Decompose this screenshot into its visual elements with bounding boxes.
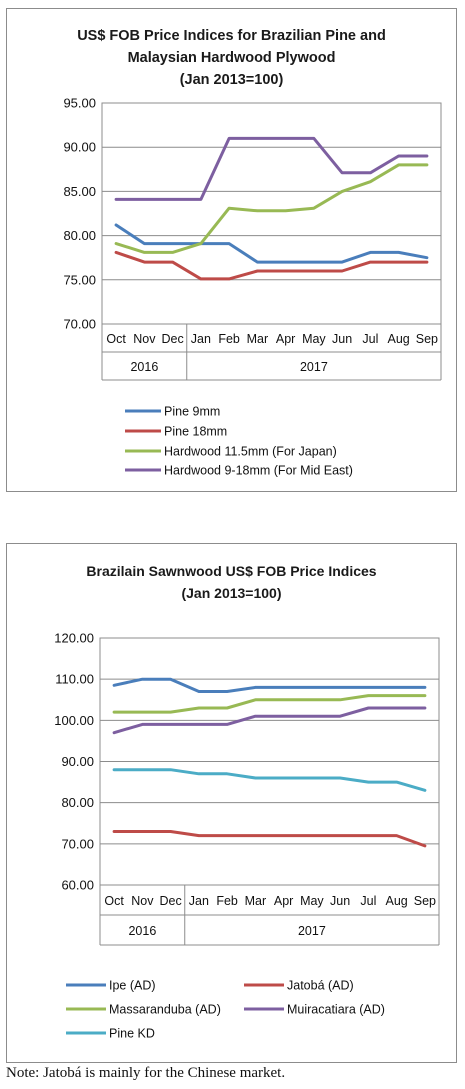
x-tick-label: Aug xyxy=(388,332,410,346)
series-line xyxy=(112,706,427,735)
series-line xyxy=(114,163,429,254)
x-tick-label: Jan xyxy=(191,332,211,346)
x-tick-label: Jan xyxy=(189,894,209,908)
y-tick-label: 110.00 xyxy=(55,672,94,687)
x-tick-label: Feb xyxy=(216,894,238,908)
x-tick-label: Apr xyxy=(276,332,295,346)
x-tick-label: May xyxy=(300,894,324,908)
sawnwood-price-chart: Brazilain Sawnwood US$ FOB Price Indices… xyxy=(6,543,457,1063)
series-line xyxy=(114,223,429,264)
x-tick-label: Mar xyxy=(245,894,267,908)
series-line xyxy=(112,830,427,848)
plywood-line-chart: 70.00 75.00 80.00 85.00 90.00 95.00 Oct Nov Dec J… xyxy=(63,96,442,478)
chart-title: Brazilain Sawnwood US$ FOB Price Indices… xyxy=(7,560,456,604)
legend-label: Pine KD xyxy=(109,1027,155,1041)
chart-title-line-1: US$ FOB Price Indices for Brazilian Pine… xyxy=(77,28,386,44)
chart-title-line-2: Malaysian Hardwood Plywood xyxy=(127,50,336,66)
legend-label: Pine 18mm xyxy=(164,425,227,439)
chart-title-line-2: (Jan 2013=100) xyxy=(181,585,282,601)
y-tick-label: 100.00 xyxy=(54,713,94,728)
y-tick-label: 90.00 xyxy=(63,140,96,155)
y-tick-label: 60.00 xyxy=(61,878,94,893)
legend-label: Hardwood 9-18mm (For Mid East) xyxy=(164,464,353,478)
y-tick-label: 90.00 xyxy=(61,754,94,769)
x-tick-label: Feb xyxy=(218,332,240,346)
x-tick-label: Sep xyxy=(416,332,438,346)
footnote: Note: Jatobá is mainly for the Chinese m… xyxy=(6,1065,286,1081)
series-line xyxy=(114,250,429,281)
x-tick-label: Mar xyxy=(247,332,269,346)
y-tick-label: 80.00 xyxy=(61,795,94,810)
series-line xyxy=(112,768,427,792)
x-tick-label: Nov xyxy=(131,894,154,908)
y-tick-label: 95.00 xyxy=(63,96,96,111)
legend-label: Hardwood 11.5mm (For Japan) xyxy=(164,445,337,459)
x-tick-label: Aug xyxy=(386,894,408,908)
series-line xyxy=(112,694,427,714)
year-label: 2017 xyxy=(300,360,328,374)
y-tick-label: 75.00 xyxy=(63,272,96,287)
legend-label: Ipe (AD) xyxy=(109,979,156,993)
legend-label: Massaranduba (AD) xyxy=(109,1003,221,1017)
year-label: 2017 xyxy=(298,924,326,938)
y-tick-label: 120.00 xyxy=(54,631,94,646)
x-tick-label: Jul xyxy=(360,894,376,908)
plywood-price-chart: US$ FOB Price Indices for Brazilian Pine… xyxy=(6,8,457,492)
x-tick-label: Oct xyxy=(106,332,126,346)
year-label: 2016 xyxy=(128,924,156,938)
x-tick-label: Jul xyxy=(362,332,378,346)
x-tick-label: May xyxy=(302,332,326,346)
x-tick-label: Oct xyxy=(104,894,124,908)
chart-title-line-1: Brazilain Sawnwood US$ FOB Price Indices xyxy=(86,563,377,579)
x-tick-label: Nov xyxy=(133,332,156,346)
y-tick-label: 70.00 xyxy=(63,317,96,332)
year-label: 2016 xyxy=(130,360,158,374)
x-tick-label: Dec xyxy=(160,894,182,908)
x-tick-label: Jun xyxy=(330,894,350,908)
legend-label: Jatobá (AD) xyxy=(287,979,354,993)
x-tick-label: Apr xyxy=(274,894,293,908)
series-line xyxy=(112,677,427,693)
chart-title: US$ FOB Price Indices for Brazilian Pine… xyxy=(7,25,456,91)
x-tick-label: Dec xyxy=(162,332,184,346)
sawnwood-line-chart: 60.00 70.00 80.00 90.00 100.00 110.00 120.00 Oc… xyxy=(54,631,440,1041)
legend-label: Muiracatiara (AD) xyxy=(287,1003,385,1017)
x-tick-label: Jun xyxy=(332,332,352,346)
x-tick-label: Sep xyxy=(414,894,436,908)
legend-label: Pine 9mm xyxy=(164,405,220,419)
plot-area xyxy=(101,102,442,325)
series-line xyxy=(114,136,429,201)
y-tick-label: 70.00 xyxy=(61,836,94,851)
chart-title-line-3: (Jan 2013=100) xyxy=(179,72,284,88)
y-tick-label: 80.00 xyxy=(63,228,96,243)
y-tick-label: 85.00 xyxy=(63,184,96,199)
